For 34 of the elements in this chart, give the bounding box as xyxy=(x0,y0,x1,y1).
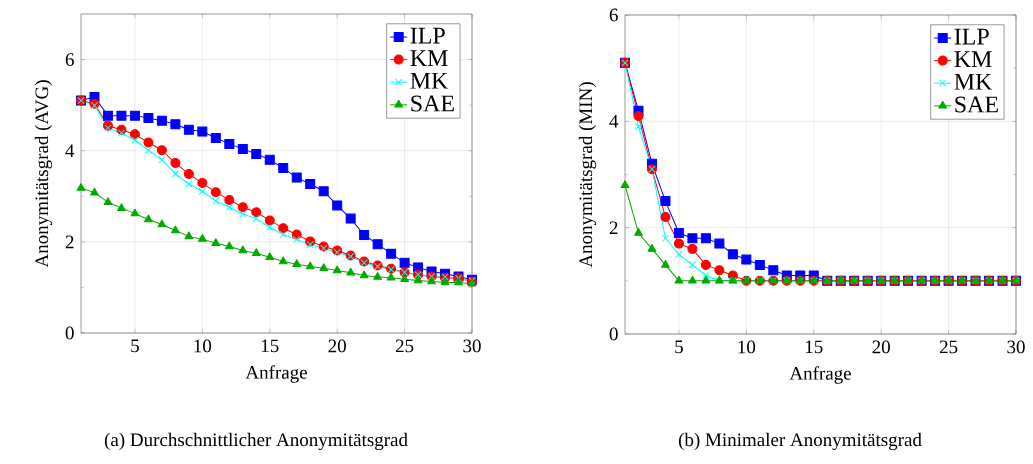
y-tick-label: 4 xyxy=(65,144,75,157)
y-axis-title: Anonymitätsgrad (AVG) xyxy=(34,80,53,268)
x-tick-label: 10 xyxy=(194,339,212,353)
text: (b) Minimaler Anonymitätsgrad xyxy=(678,432,922,451)
y-tick-label: 4 xyxy=(609,115,619,128)
legend-label: SAE xyxy=(955,96,998,113)
legend-label: ILP xyxy=(410,27,445,44)
text: (a) Durchschnittlicher Anonymitätsgrad xyxy=(104,432,408,451)
y-tick-label: 2 xyxy=(65,235,74,249)
legend-label: KM xyxy=(954,51,992,68)
x-tick-label: 20 xyxy=(872,340,890,354)
legend-label: MK xyxy=(954,73,993,90)
y-axis-title: Anonymitätsgrad (MIN) xyxy=(578,82,597,268)
legend-label: ILP xyxy=(954,28,989,45)
x-axis-title: Anfrage xyxy=(245,365,307,383)
y-tick-label: 6 xyxy=(65,53,74,66)
x-tick-label: 5 xyxy=(131,339,139,353)
x-tick-label: 15 xyxy=(805,340,823,354)
x-tick-label: 30 xyxy=(463,339,481,353)
y-tick-label: 0 xyxy=(609,327,618,341)
x-tick-label: 15 xyxy=(261,339,279,353)
x-tick-label: 20 xyxy=(328,339,346,353)
x-tick-label: 5 xyxy=(675,340,683,354)
y-tick-label: 2 xyxy=(609,221,618,234)
y-tick-label: 0 xyxy=(65,326,74,340)
legend-label: SAE xyxy=(411,95,454,112)
x-tick-label: 30 xyxy=(1007,340,1025,354)
y-tick-label: 6 xyxy=(609,8,618,22)
legend-label: KM xyxy=(410,50,448,67)
x-tick-label: 25 xyxy=(395,339,414,353)
x-tick-label: 10 xyxy=(738,340,756,354)
x-axis-title: Anfrage xyxy=(789,366,851,384)
x-tick-label: 25 xyxy=(939,340,958,354)
legend-label: MK xyxy=(410,72,449,89)
